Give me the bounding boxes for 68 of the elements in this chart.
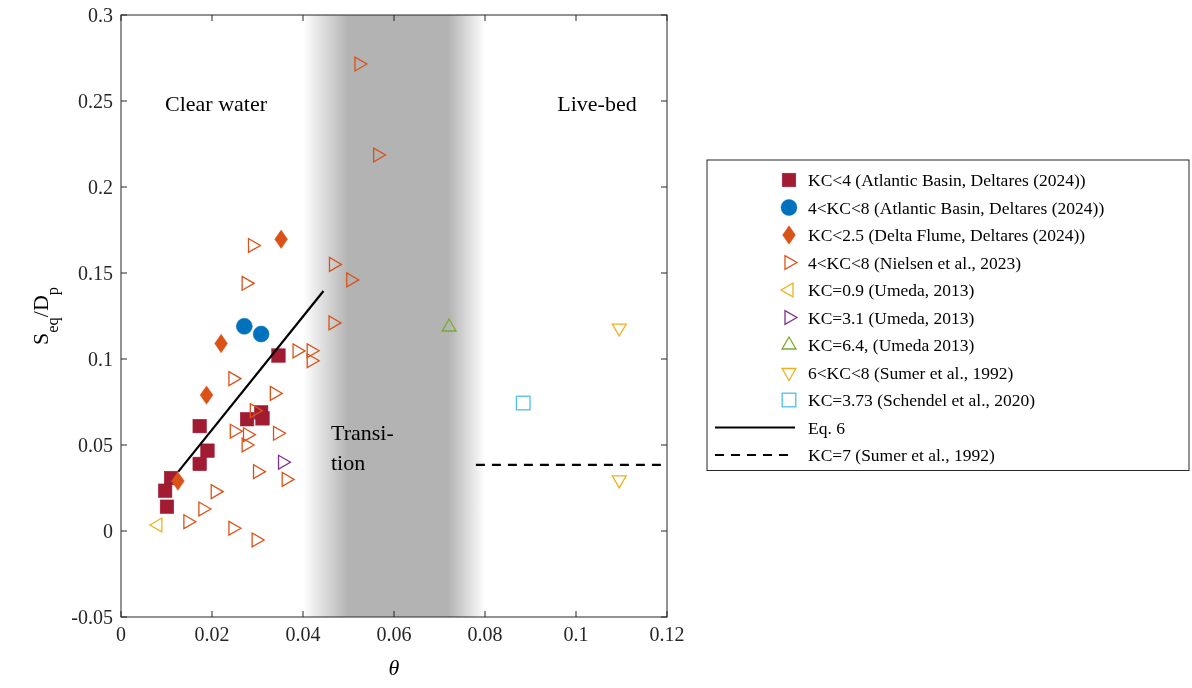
point — [252, 464, 267, 480]
y-tick-label: 0.2 — [88, 176, 113, 198]
point — [239, 412, 255, 427]
point — [192, 456, 207, 471]
point — [228, 520, 242, 536]
point — [200, 443, 215, 458]
x-tick-label: 0.12 — [649, 623, 685, 645]
point — [281, 471, 295, 487]
annotation: Clear water — [165, 91, 268, 116]
legend-label: 4<KC<8 (Nielsen et al., 2023) — [808, 252, 1022, 273]
y-tick-label: 0.15 — [78, 262, 113, 284]
point — [228, 371, 242, 387]
legend-label: KC=6.4, (Umeda 2013) — [808, 335, 975, 355]
point — [251, 532, 265, 548]
x-axis-title: θ — [388, 655, 400, 680]
point — [372, 147, 387, 163]
legend-label: 6<KC<8 (Sumer et al., 1992) — [808, 362, 1014, 383]
point — [236, 318, 253, 335]
legend-label: KC=3.73 (Schendel et al., 2020) — [808, 390, 1036, 410]
point — [274, 229, 288, 249]
legend-label: KC=3.1 (Umeda, 2013) — [808, 307, 975, 328]
point — [198, 501, 212, 517]
legend-label: KC=7 (Sumer et al., 1992) — [808, 445, 995, 465]
legend-label: Eq. 6 — [808, 417, 846, 438]
point — [199, 385, 214, 405]
point — [269, 385, 283, 401]
y-tick-label: 0.1 — [88, 348, 113, 370]
y-tick-label: -0.05 — [71, 606, 113, 628]
band-label: Transi- tion — [331, 420, 394, 475]
point — [229, 423, 243, 439]
legend-label: KC<2.5 (Delta Flume, Deltares (2024)) — [808, 225, 1086, 245]
point — [272, 425, 287, 441]
point — [183, 514, 197, 530]
point — [255, 411, 270, 426]
point — [171, 471, 185, 491]
legend-label: 4<KC<8 (Atlantic Basin, Deltares (2024)) — [808, 197, 1105, 218]
point — [241, 275, 255, 291]
point — [306, 343, 320, 359]
legend-label: KC=0.9 (Umeda, 2013) — [808, 280, 975, 300]
point — [271, 348, 286, 363]
y-tick-label: 0.25 — [78, 90, 113, 112]
point — [306, 353, 320, 369]
x-tick-label: 0.06 — [376, 623, 412, 645]
point — [277, 454, 292, 470]
y-tick-label: 0.05 — [78, 434, 113, 456]
x-tick-label: 0.08 — [467, 623, 503, 645]
point — [242, 427, 257, 443]
point — [159, 499, 175, 514]
point — [346, 272, 360, 288]
point — [292, 343, 306, 359]
annotation: Live-bed — [557, 91, 637, 116]
point — [158, 483, 173, 498]
point — [249, 403, 263, 419]
point — [252, 325, 270, 343]
y-tick-label: 0 — [103, 520, 113, 542]
x-tick-label: 0.1 — [563, 623, 589, 645]
point — [328, 256, 343, 272]
point — [214, 334, 228, 353]
point — [354, 56, 368, 72]
x-tick-label: 0.04 — [285, 623, 321, 645]
point — [192, 419, 207, 434]
point — [210, 484, 224, 500]
legend-label: KC<4 (Atlantic Basin, Deltares (2024)) — [808, 170, 1086, 190]
point — [328, 315, 342, 331]
y-tick-label: 0.3 — [88, 4, 113, 26]
x-tick-label: 0.02 — [194, 623, 230, 645]
point — [241, 437, 255, 453]
point — [247, 237, 262, 254]
